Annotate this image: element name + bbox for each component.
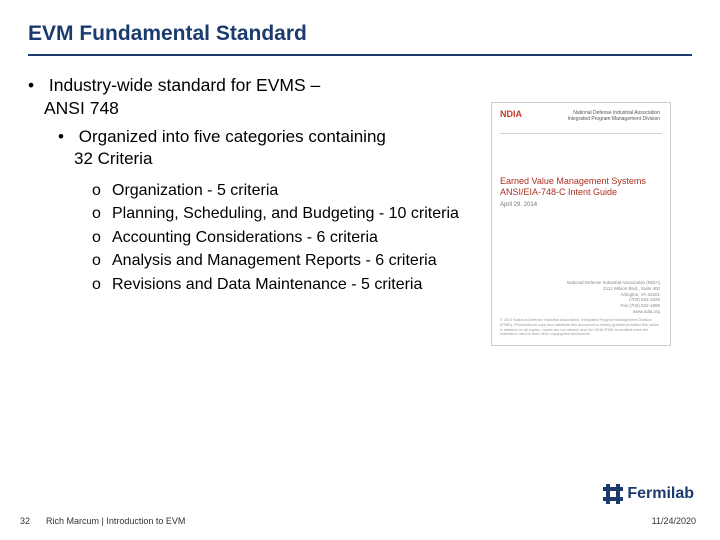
- bullet-l3-item: oAnalysis and Management Reports - 6 cri…: [92, 250, 483, 272]
- bullet-l1: Industry-wide standard for EVMS – ANSI 7…: [28, 74, 483, 296]
- bullet-l2-line2: 32 Criteria: [58, 148, 483, 170]
- doc-tagline: National Defense Industrial Association …: [567, 111, 660, 122]
- footer-credit: Rich Marcum | Introduction to EVM: [46, 516, 652, 526]
- footer: 32 Rich Marcum | Introduction to EVM 11/…: [0, 516, 720, 526]
- doc-title: Earned Value Management Systems ANSI/EIA…: [500, 176, 662, 198]
- brand-text: Fermilab: [627, 485, 694, 503]
- page-number: 32: [0, 516, 46, 526]
- image-column: NDIA National Defense Industrial Associa…: [483, 74, 683, 346]
- content-area: Industry-wide standard for EVMS – ANSI 7…: [0, 56, 720, 346]
- bullet-l2-line1: Organized into five categories containin…: [79, 127, 386, 146]
- bullet-l3-item: oPlanning, Scheduling, and Budgeting - 1…: [92, 203, 483, 225]
- brand-logo: Fermilab: [603, 484, 694, 504]
- bullet-l3-list: oOrganization - 5 criteria oPlanning, Sc…: [58, 180, 483, 296]
- footer-date: 11/24/2020: [652, 516, 720, 526]
- bullet-l1-line1: Industry-wide standard for EVMS –: [49, 75, 320, 95]
- doc-copyright: © 2014 National Defense Industrial Assoc…: [500, 318, 662, 337]
- doc-date: April 29, 2014: [500, 202, 662, 208]
- bullet-l3-item: oAccounting Considerations - 6 criteria: [92, 227, 483, 249]
- slide-title: EVM Fundamental Standard: [0, 0, 720, 54]
- bullet-l3-item: oRevisions and Data Maintenance - 5 crit…: [92, 274, 483, 296]
- ndia-logo: NDIA: [500, 109, 522, 119]
- fermilab-icon: [603, 484, 623, 504]
- document-thumbnail: NDIA National Defense Industrial Associa…: [491, 102, 671, 346]
- bullet-l1-line2: ANSI 748: [30, 97, 483, 120]
- text-column: Industry-wide standard for EVMS – ANSI 7…: [28, 74, 483, 346]
- doc-address: National Defense Industrial Association …: [567, 280, 660, 315]
- bullet-l3-item: oOrganization - 5 criteria: [92, 180, 483, 202]
- bullet-l2: Organized into five categories containin…: [58, 126, 483, 296]
